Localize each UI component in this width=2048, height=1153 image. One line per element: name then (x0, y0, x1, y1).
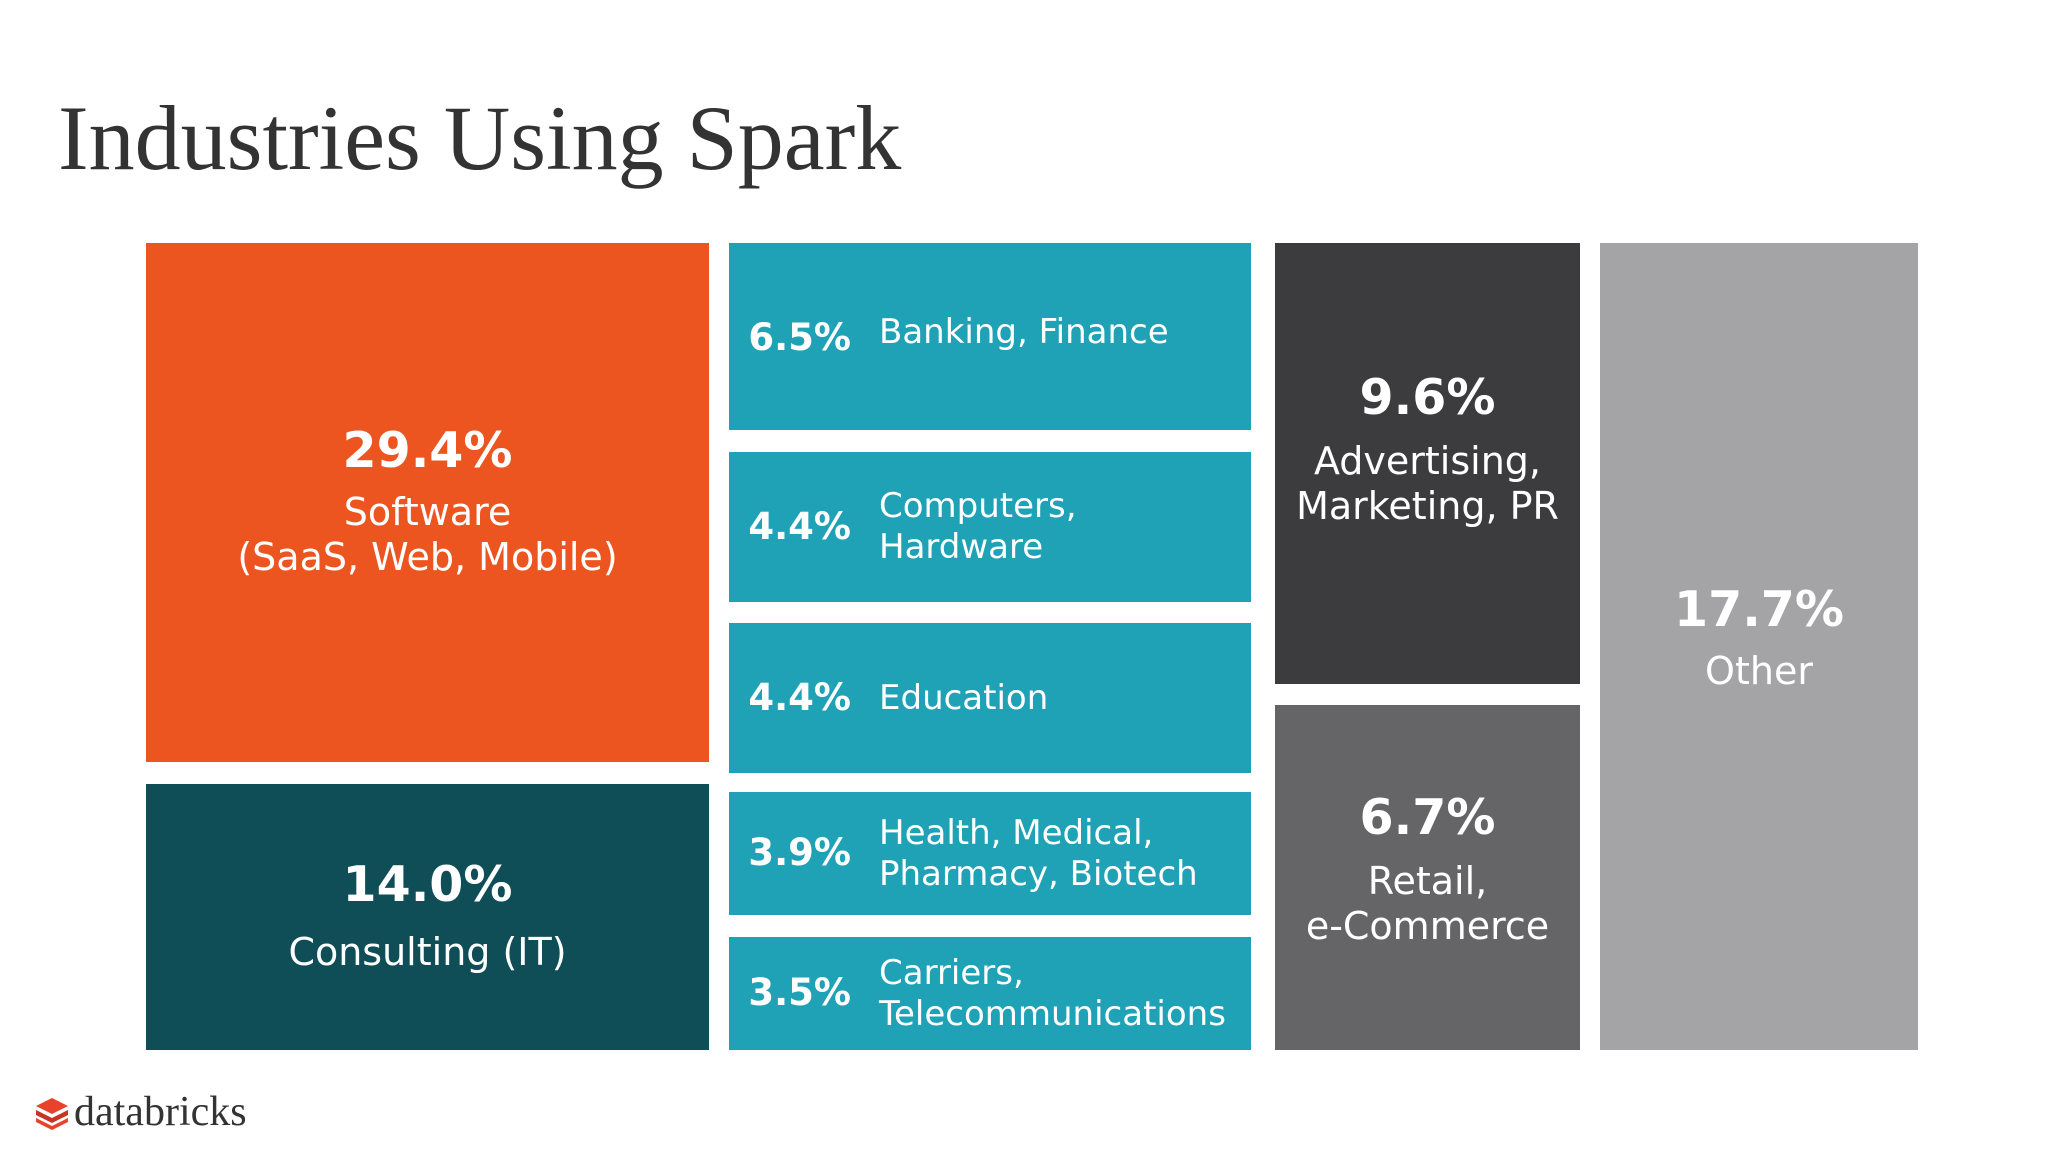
tile-label-line2: (SaaS, Web, Mobile) (237, 535, 618, 580)
tile-value: 9.6% (1359, 369, 1496, 426)
tile-value: 3.5% (748, 971, 851, 1015)
treemap-tile-education: 4.4% Education (729, 623, 1251, 773)
tile-label: Retail, (1367, 858, 1488, 903)
logo-text: databricks (74, 1089, 247, 1135)
tile-label: Banking, Finance (879, 312, 1169, 353)
tile-value: 29.4% (342, 421, 513, 479)
tile-label: Computers, Hardware (879, 486, 1077, 567)
treemap-tile-other: 17.7% Other (1600, 243, 1918, 1050)
databricks-logo: databricks (34, 1088, 247, 1136)
tile-value: 3.9% (748, 831, 851, 875)
tile-label: Health, Medical, (879, 812, 1154, 853)
tile-label: Education (879, 677, 1049, 718)
tile-value: 6.5% (748, 316, 851, 360)
treemap-tile-retail: 6.7% Retail, e-Commerce (1275, 705, 1580, 1050)
treemap-tile-software: 29.4% Software (SaaS, Web, Mobile) (146, 243, 709, 762)
treemap-tile-advertising: 9.6% Advertising, Marketing, PR (1275, 243, 1580, 684)
treemap-tile-health: 3.9% Health, Medical, Pharmacy, Biotech (729, 792, 1251, 915)
databricks-logo-icon (36, 1098, 68, 1130)
tile-label: Carriers, (879, 952, 1024, 993)
tile-label-line2: e-Commerce (1305, 904, 1550, 949)
treemap-tile-consulting: 14.0% Consulting (IT) (146, 784, 709, 1050)
tile-label: Consulting (IT) (288, 930, 567, 975)
tile-label: Software (343, 489, 512, 534)
tile-label-line2: Marketing, PR (1296, 484, 1559, 529)
tile-label: Advertising, (1313, 438, 1542, 483)
tile-label: Other (1705, 648, 1813, 693)
tile-value: 14.0% (342, 856, 513, 914)
treemap-tile-carriers: 3.5% Carriers, Telecommunications (729, 937, 1251, 1050)
tile-value: 4.4% (748, 675, 851, 719)
treemap-tile-computers: 4.4% Computers, Hardware (729, 452, 1251, 602)
tile-value: 4.4% (748, 504, 851, 548)
tile-value: 17.7% (1674, 581, 1844, 638)
tile-label-line2: Telecommunications (879, 993, 1226, 1034)
treemap-tile-banking: 6.5% Banking, Finance (729, 243, 1251, 430)
tile-label-line2: Pharmacy, Biotech (879, 853, 1198, 894)
tile-value: 6.7% (1359, 789, 1496, 846)
page-title: Industries Using Spark (58, 87, 902, 189)
